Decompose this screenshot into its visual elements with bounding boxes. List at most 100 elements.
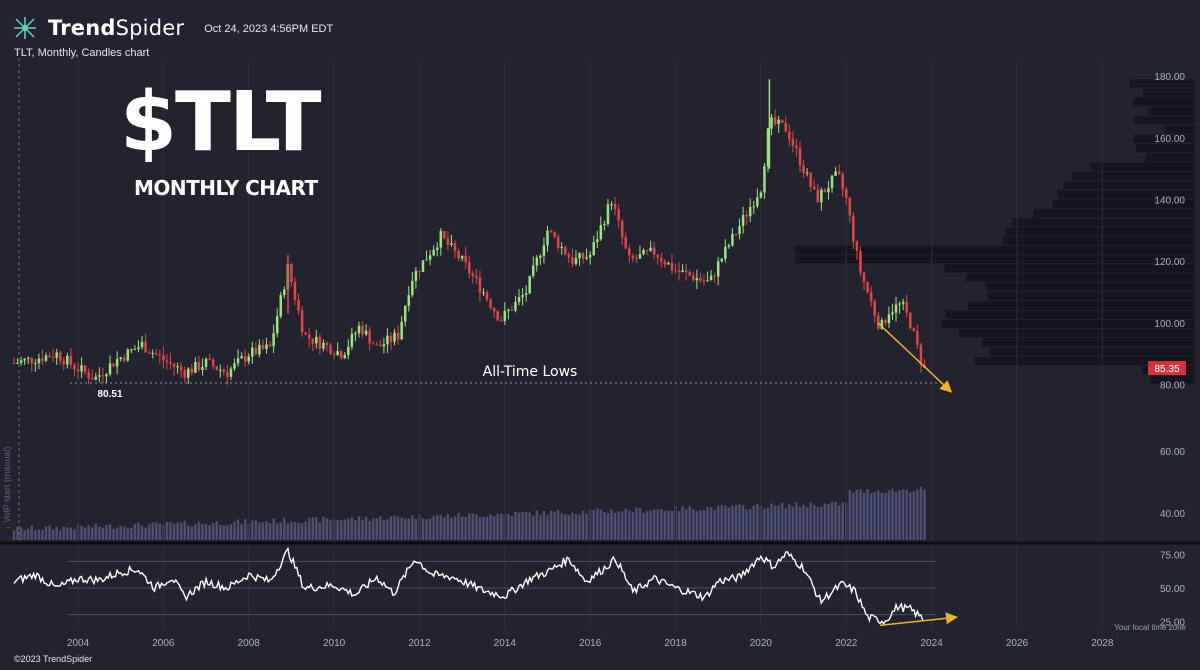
volume-bar: [859, 489, 862, 540]
volume-bar: [215, 521, 218, 540]
candle-body: [325, 342, 329, 346]
volume-bar: [268, 523, 272, 540]
volume-bar: [389, 516, 393, 540]
volume-bar: [492, 516, 496, 540]
volume-profile-bar: [1134, 116, 1195, 125]
candle-body: [130, 349, 133, 351]
volume-bar: [41, 529, 44, 540]
volume-profile-bar: [1004, 227, 1195, 236]
volume-bar: [763, 509, 766, 540]
chart-grid: [0, 58, 1200, 630]
volume-bar: [251, 520, 254, 540]
volume-bar: [190, 526, 194, 540]
volume-bar: [571, 512, 574, 540]
candle-body: [307, 334, 311, 339]
candle-body: [613, 203, 617, 210]
volume-bar: [823, 503, 827, 540]
candle-body: [350, 333, 354, 347]
candle-body: [773, 117, 777, 125]
volume-profile-bar: [1033, 208, 1195, 218]
candle-body: [147, 352, 151, 354]
candle-body: [684, 270, 688, 273]
volume-bar: [375, 517, 379, 540]
candle-body: [439, 230, 443, 248]
candle-body: [820, 189, 823, 203]
volume-bar: [329, 520, 332, 540]
volume-bar: [105, 524, 108, 540]
candle-body: [827, 188, 830, 193]
volume-bar: [830, 501, 834, 540]
candle-body: [638, 254, 642, 259]
candle-body: [460, 255, 464, 259]
candle-body: [489, 299, 492, 308]
candle-body: [571, 257, 574, 264]
x-tick-label: 2004: [67, 638, 90, 649]
volume-bar: [80, 526, 83, 540]
volume-bar: [837, 505, 841, 540]
candle-body: [635, 258, 638, 260]
candle-body: [37, 358, 41, 364]
volume-bar: [261, 522, 265, 540]
candle-body: [243, 356, 247, 362]
timestamp: Oct 24, 2023 4:56PM EDT: [204, 23, 334, 35]
volume-bar: [379, 516, 382, 540]
volume-bar: [439, 515, 443, 540]
candle-body: [98, 375, 101, 377]
volume-bar: [169, 522, 172, 540]
candle-body: [201, 366, 204, 370]
volume-bar: [425, 519, 428, 540]
axes: 2004 2006 2008 2010 2012 2014 2016 2018 2020 2022…: [67, 72, 1186, 649]
volume-profile-bar: [944, 264, 1195, 273]
candle-body: [727, 245, 731, 247]
volume-bar: [485, 516, 489, 540]
volume-bar: [286, 523, 290, 540]
candle-body: [34, 363, 37, 365]
volume-bar: [307, 517, 311, 540]
candle-body: [457, 250, 460, 259]
candle-body: [240, 356, 243, 359]
candle-body: [400, 321, 403, 340]
candle-body: [873, 301, 876, 316]
volume-bar: [457, 512, 460, 540]
candle-body: [197, 361, 201, 370]
candle-body: [329, 345, 332, 354]
candle-body: [66, 355, 69, 365]
candle-body: [528, 275, 531, 294]
volume-bar: [393, 515, 396, 540]
candle-body: [194, 361, 197, 373]
candle-body: [233, 363, 236, 369]
volume-bar: [371, 518, 375, 540]
candle-body: [770, 117, 773, 129]
logo-text: TrendSpider: [48, 16, 185, 40]
candle-body: [610, 203, 613, 205]
volume-bar: [414, 519, 418, 540]
volume-bar: [94, 523, 98, 540]
volume-bar: [297, 522, 300, 540]
volume-bar: [386, 519, 389, 540]
candle-body: [403, 305, 407, 322]
candle-body: [660, 257, 663, 262]
volume-bar: [300, 523, 304, 540]
timezone-note[interactable]: Your local time zone: [1114, 623, 1186, 632]
candle-body: [137, 347, 140, 350]
candle-body: [108, 363, 112, 375]
candle-body: [805, 172, 809, 174]
candle-body: [318, 336, 322, 349]
volume-bar: [275, 523, 279, 540]
candle-body: [620, 220, 624, 238]
volume-bar: [233, 521, 236, 540]
volume-bar: [478, 517, 482, 540]
volume-bar: [357, 516, 361, 540]
volume-bar: [517, 512, 521, 540]
candle-body: [514, 301, 517, 311]
volume-bar: [635, 507, 638, 540]
volume-profile-bar: [986, 282, 1195, 292]
candle-body: [464, 255, 467, 263]
candle-body: [41, 358, 44, 361]
candle-body: [784, 122, 788, 132]
volume-bar: [140, 525, 144, 540]
volume-bar: [514, 511, 517, 540]
candle-body: [603, 223, 606, 226]
volume-bar: [909, 492, 912, 540]
